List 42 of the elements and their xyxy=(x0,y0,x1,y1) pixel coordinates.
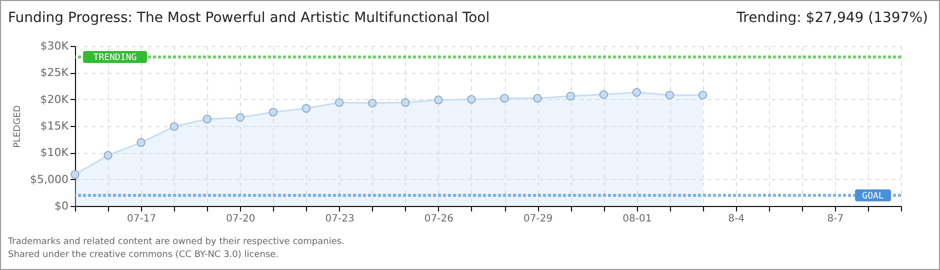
point xyxy=(368,98,377,108)
point xyxy=(566,92,575,100)
point xyxy=(236,113,245,122)
x-tick-label: 8-4 xyxy=(728,214,744,224)
text: Trademarks and related content are owned by their respective companies. xyxy=(8,236,344,249)
ref-line-label: GOAL xyxy=(862,191,884,202)
x-tick-label: 07-23 xyxy=(325,214,354,224)
y-tick-label: $25K xyxy=(40,66,70,80)
point xyxy=(500,94,509,103)
x-tick-label: 07-29 xyxy=(524,214,553,224)
x-tick-label: 07-17 xyxy=(127,214,156,224)
x-tick-label: 07-26 xyxy=(424,214,454,224)
y-tick-label: $20K xyxy=(40,92,70,106)
point xyxy=(70,170,80,179)
x-tick-label: 07-20 xyxy=(226,214,256,224)
ref-line-label: TRENDING xyxy=(93,52,137,63)
point xyxy=(665,90,674,100)
x-tick-label: 08-01 xyxy=(622,214,652,224)
y-tick-label: $30K xyxy=(40,40,70,52)
point xyxy=(434,96,443,104)
text: Shared under the creative commons (CC BY-NC 3.0) license. xyxy=(8,249,280,262)
chart-subtitle: Trending: $27,949 (1397%) xyxy=(736,10,928,26)
point xyxy=(104,150,112,160)
point xyxy=(599,90,608,99)
point xyxy=(632,88,642,97)
point xyxy=(401,98,410,107)
chart-title: Funding Progress: The Most Powerful and Artistic Multifunctional Tool xyxy=(8,10,490,26)
point xyxy=(268,108,278,116)
point xyxy=(136,138,146,147)
y-tick-label: $10K xyxy=(40,146,70,160)
point xyxy=(698,90,708,100)
point xyxy=(334,98,344,107)
point xyxy=(202,114,212,124)
point xyxy=(467,94,476,104)
y-tick-label: $15K xyxy=(40,120,70,132)
point xyxy=(302,104,311,113)
point xyxy=(533,94,542,103)
x-tick-label: 8-7 xyxy=(827,214,844,224)
y-axis-title: PLEDGED xyxy=(13,105,24,148)
point xyxy=(170,122,178,131)
y-tick-label: $0 xyxy=(54,200,68,212)
y-tick-label: $5,000 xyxy=(30,172,68,186)
